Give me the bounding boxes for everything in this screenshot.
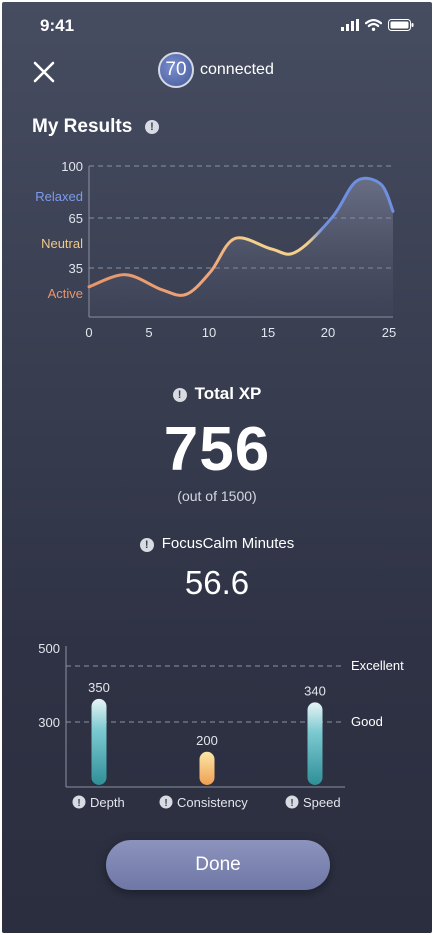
- total-xp-subtitle: (out of 1500): [177, 488, 257, 504]
- category-speed[interactable]: ! Speed: [285, 795, 341, 810]
- focuscalm-label-text: FocusCalm Minutes: [161, 535, 295, 552]
- x-tick-15: 15: [261, 325, 275, 340]
- good-label: Good: [351, 714, 383, 729]
- focuscalm-label: ! FocusCalm Minutes: [2, 535, 432, 552]
- y-tick-35: 35: [69, 261, 83, 276]
- info-icon-glyph: !: [77, 798, 80, 809]
- connection-status: 70 connected: [158, 52, 274, 88]
- category-consistency[interactable]: ! Consistency: [159, 795, 249, 810]
- total-xp-label-text: Total XP: [194, 384, 262, 403]
- page-title: My Results: [32, 116, 133, 137]
- connection-count-badge: 70: [158, 52, 194, 88]
- y-tick-65: 65: [69, 211, 83, 226]
- bar-y-tick-500: 500: [38, 641, 60, 656]
- results-area: [89, 178, 393, 317]
- info-icon[interactable]: !: [139, 538, 154, 552]
- total-xp-label: ! Total XP: [2, 384, 432, 404]
- bars-group: 350 200 340: [88, 680, 326, 785]
- bar-consistency: [199, 751, 215, 785]
- info-icon[interactable]: [285, 795, 299, 809]
- category-depth[interactable]: ! Depth: [72, 795, 125, 810]
- connection-label: connected: [200, 61, 274, 78]
- info-icon[interactable]: [72, 795, 86, 809]
- bar-y-tick-300: 300: [38, 715, 60, 730]
- info-icon-glyph: !: [290, 798, 293, 809]
- x-tick-5: 5: [145, 325, 152, 340]
- focuscalm-value: 56.6: [184, 564, 250, 601]
- bar-value-speed: 340: [304, 683, 326, 698]
- status-time: 9:41: [40, 16, 75, 35]
- bar-value-depth: 350: [88, 680, 110, 695]
- x-tick-20: 20: [321, 325, 335, 340]
- excellent-label: Excellent: [351, 658, 404, 673]
- done-button[interactable]: Done: [106, 840, 330, 890]
- info-icon[interactable]: !: [172, 388, 187, 402]
- battery-icon: [388, 19, 414, 31]
- category-label-depth: Depth: [90, 795, 125, 810]
- metrics-bar-chart: 500 300 Excellent Good 350 200 340 ! Depth…: [38, 641, 404, 810]
- signal-icon: [341, 19, 359, 31]
- wifi-icon: [365, 19, 382, 31]
- state-label-neutral: Neutral: [41, 236, 83, 251]
- info-icon[interactable]: [159, 795, 173, 809]
- total-xp-value: 756: [163, 415, 271, 484]
- results-line: [87, 176, 395, 297]
- state-label-relaxed: Relaxed: [35, 189, 83, 204]
- bar-value-consistency: 200: [196, 733, 218, 748]
- x-tick-10: 10: [202, 325, 216, 340]
- category-label-speed: Speed: [303, 795, 341, 810]
- results-line-chart: 100 65 35 Relaxed Neutral Active 0 5 10 …: [35, 159, 396, 340]
- bar-speed: [307, 702, 323, 785]
- category-label-consistency: Consistency: [177, 795, 248, 810]
- info-icon[interactable]: !: [145, 120, 159, 134]
- close-icon[interactable]: [32, 60, 56, 84]
- state-label-active: Active: [48, 286, 83, 301]
- x-tick-0: 0: [85, 325, 92, 340]
- bar-depth: [91, 698, 107, 785]
- x-tick-25: 25: [382, 325, 396, 340]
- info-icon-glyph: !: [164, 798, 167, 809]
- status-icons: [341, 19, 414, 31]
- y-tick-100: 100: [61, 159, 83, 174]
